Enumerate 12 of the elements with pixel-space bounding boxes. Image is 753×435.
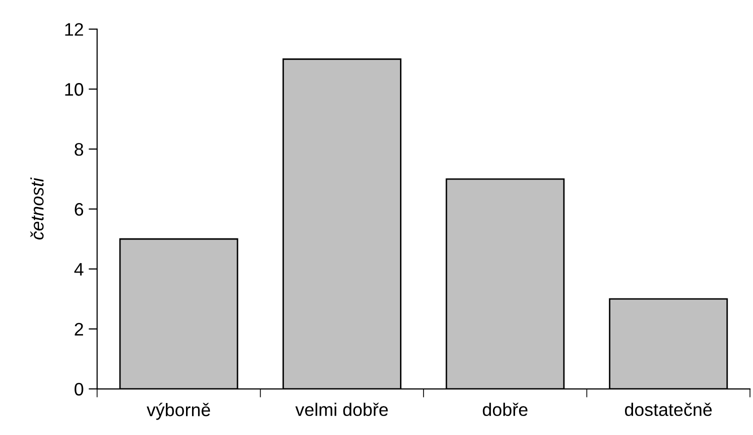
y-tick-label: 8 <box>74 142 84 156</box>
y-tick-label: 2 <box>74 322 84 336</box>
y-tick-label: 4 <box>74 263 84 276</box>
x-tick-label: velmi dobře <box>295 402 388 416</box>
x-tick-label: dostatečně <box>624 402 712 416</box>
y-tick-label: 6 <box>74 202 84 216</box>
x-tick-label: výborně <box>146 402 210 420</box>
x-tick-label: dobře <box>482 402 528 416</box>
y-tick-label: 0 <box>74 382 84 396</box>
y-tick-label: 10 <box>65 83 84 96</box>
y-tick-label: 12 <box>65 23 84 36</box>
y-axis-title: četnosti <box>30 177 44 240</box>
